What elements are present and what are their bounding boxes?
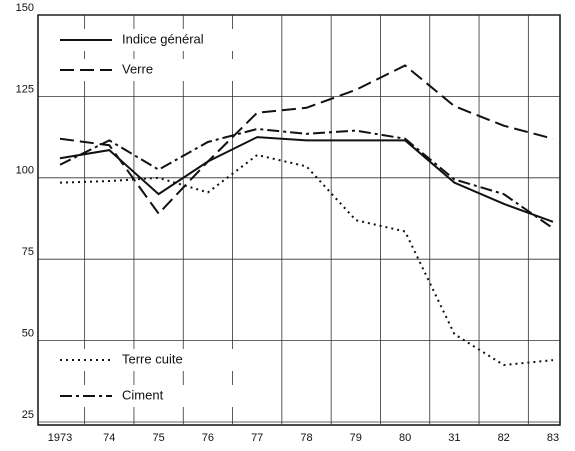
legend-label: Verre <box>122 61 153 76</box>
x-tick-label: 75 <box>152 432 164 444</box>
legend-background <box>56 385 246 407</box>
legend-label: Indice général <box>122 31 204 46</box>
x-tick-label: 79 <box>350 432 362 444</box>
legend-label: Ciment <box>122 387 164 402</box>
x-tick-label: 31 <box>448 432 460 444</box>
x-tick-label: 76 <box>202 432 214 444</box>
y-tick-label: 100 <box>16 165 34 177</box>
x-tick-label: 1973 <box>48 432 72 444</box>
y-tick-label: 25 <box>22 409 34 421</box>
x-tick-label: 77 <box>251 432 263 444</box>
legend-background <box>56 29 246 51</box>
x-tick-label: 74 <box>103 432 115 444</box>
legend-background <box>56 59 246 81</box>
y-tick-label: 150 <box>16 2 34 14</box>
series-line <box>59 127 554 230</box>
y-tick-label: 50 <box>22 328 34 340</box>
x-tick-label: 80 <box>399 432 411 444</box>
x-tick-label: 83 <box>547 432 559 444</box>
series-line <box>59 136 554 223</box>
y-tick-label: 75 <box>22 246 34 258</box>
legend-label: Terre cuite <box>122 351 183 366</box>
y-tick-label: 125 <box>16 83 34 95</box>
x-tick-label: 78 <box>300 432 312 444</box>
x-tick-label: 82 <box>498 432 510 444</box>
legend-background <box>56 349 246 371</box>
series-line <box>59 64 554 216</box>
